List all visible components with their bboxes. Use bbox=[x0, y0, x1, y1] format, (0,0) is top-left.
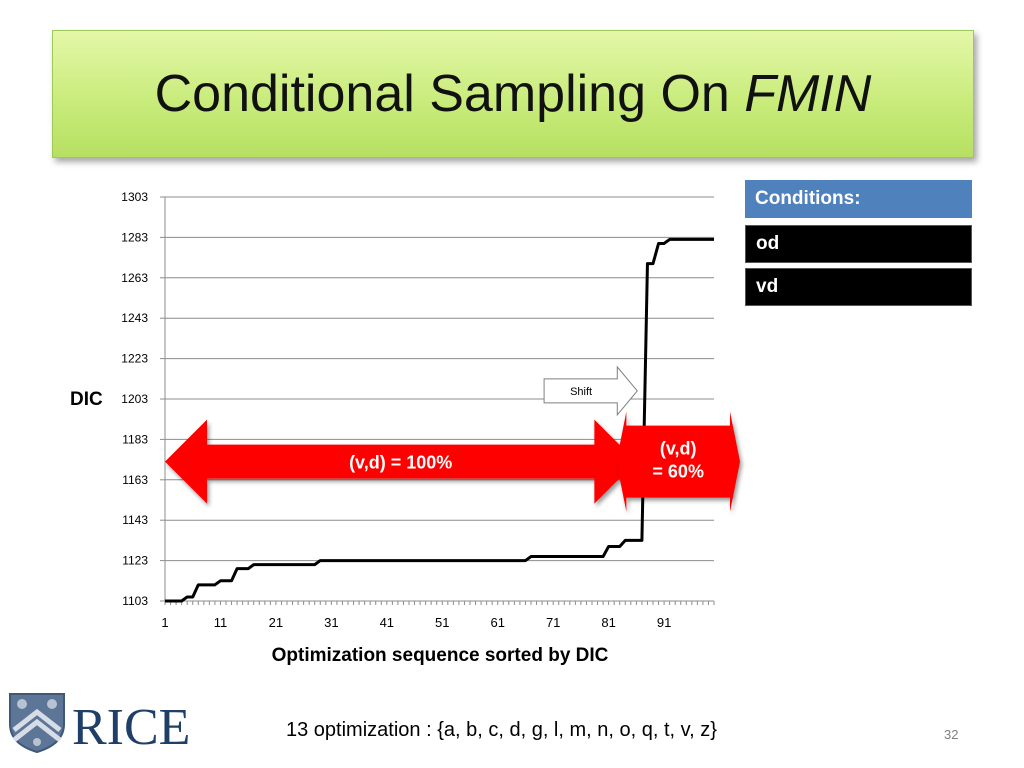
slide-title: Conditional Sampling On FMIN bbox=[155, 64, 872, 124]
x-tick-label: 41 bbox=[380, 615, 394, 630]
logo-text: RICE bbox=[72, 699, 190, 754]
condition-item-od: od bbox=[745, 225, 972, 263]
y-tick-label: 1223 bbox=[121, 352, 148, 366]
y-tick-label: 1143 bbox=[122, 513, 148, 527]
footer-text: 13 optimization : {a, b, c, d, g, l, m, … bbox=[286, 719, 717, 741]
range-60-label-line1: (v,d) bbox=[660, 439, 697, 459]
dic-series-line bbox=[165, 237, 714, 603]
title-banner: Conditional Sampling On FMIN bbox=[52, 30, 974, 158]
y-tick-label: 1243 bbox=[121, 311, 148, 325]
y-tick-label: 1203 bbox=[121, 392, 148, 406]
rice-logo: RICE bbox=[6, 690, 196, 759]
range-100-arrow bbox=[165, 419, 637, 504]
shift-label: Shift bbox=[570, 386, 592, 398]
y-tick-label: 1283 bbox=[121, 230, 148, 244]
y-tick-label: 1263 bbox=[121, 271, 148, 285]
y-tick-label: 1163 bbox=[122, 473, 148, 487]
range-60-label-line2: = 60% bbox=[652, 462, 704, 482]
x-tick-label: 11 bbox=[214, 615, 228, 630]
y-axis-label: DIC bbox=[70, 389, 103, 410]
shift-arrow bbox=[543, 365, 638, 417]
condition-item-vd: vd bbox=[745, 268, 972, 306]
y-tick-label: 1303 bbox=[121, 190, 148, 204]
range-100-label: (v,d) = 100% bbox=[349, 453, 452, 473]
dic-line-chart: 1103 1123 1143 1163 1183 1203 1223 1243 1263 1283… bbox=[121, 190, 740, 666]
x-tick-label: 51 bbox=[435, 615, 449, 630]
x-tick-label: 81 bbox=[601, 615, 615, 630]
y-tick-label: 1123 bbox=[122, 554, 148, 568]
x-tick-label: 91 bbox=[657, 615, 671, 630]
page-number: 32 bbox=[944, 727, 959, 742]
range-60-arrow bbox=[616, 411, 740, 512]
x-tick-label: 21 bbox=[269, 615, 283, 630]
x-tick-label: 61 bbox=[490, 615, 504, 630]
conditions-header: Conditions: bbox=[745, 180, 972, 218]
x-tick-label: 71 bbox=[546, 615, 560, 630]
rice-shield-icon: RICE bbox=[9, 693, 190, 756]
x-tick-label: 31 bbox=[324, 615, 338, 630]
title-italic: FMIN bbox=[744, 65, 872, 123]
y-tick-label: 1103 bbox=[122, 594, 148, 608]
x-axis-label: Optimization sequence sorted by DIC bbox=[272, 645, 609, 666]
x-tick-label: 1 bbox=[161, 615, 168, 630]
y-tick-label: 1183 bbox=[122, 432, 148, 446]
title-main: Conditional Sampling On bbox=[154, 65, 745, 123]
